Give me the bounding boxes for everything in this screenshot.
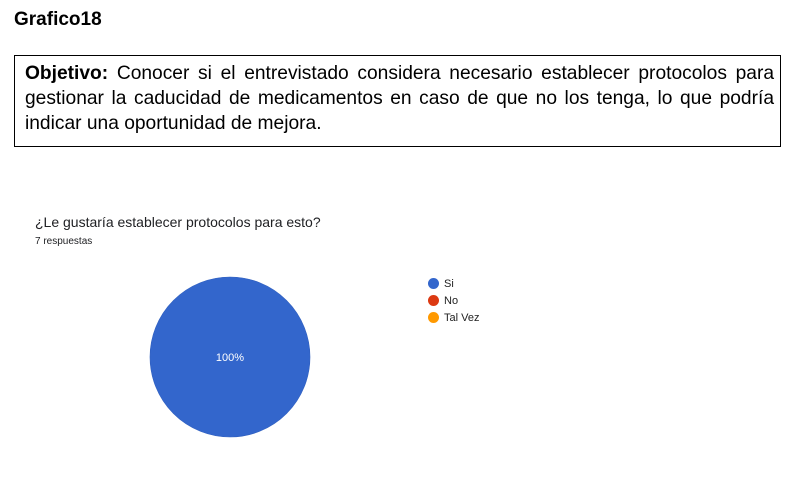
legend: Si No Tal Vez [428,275,479,326]
legend-item-no[interactable]: No [428,292,479,309]
legend-item-tal-vez[interactable]: Tal Vez [428,309,479,326]
chart-title: ¿Le gustaría establecer protocolos para … [35,214,321,230]
response-count: 7 respuestas [35,236,93,247]
objective-text: Conocer si el entrevistado considera nec… [25,63,774,134]
legend-label: No [444,294,459,307]
pie-slice-label: 100% [216,352,244,364]
objective-box: Objetivo: Conocer si el entrevistado con… [14,55,781,147]
page-title: Grafico18 [14,9,102,30]
legend-label: Si [444,277,454,290]
legend-item-si[interactable]: Si [428,275,479,292]
legend-swatch [428,278,439,289]
pie-slice-si [149,276,311,438]
pie-chart: 100% [149,276,311,438]
legend-label: Tal Vez [444,311,480,324]
legend-swatch [428,312,439,323]
legend-swatch [428,295,439,306]
objective-label: Objetivo: [25,63,109,84]
